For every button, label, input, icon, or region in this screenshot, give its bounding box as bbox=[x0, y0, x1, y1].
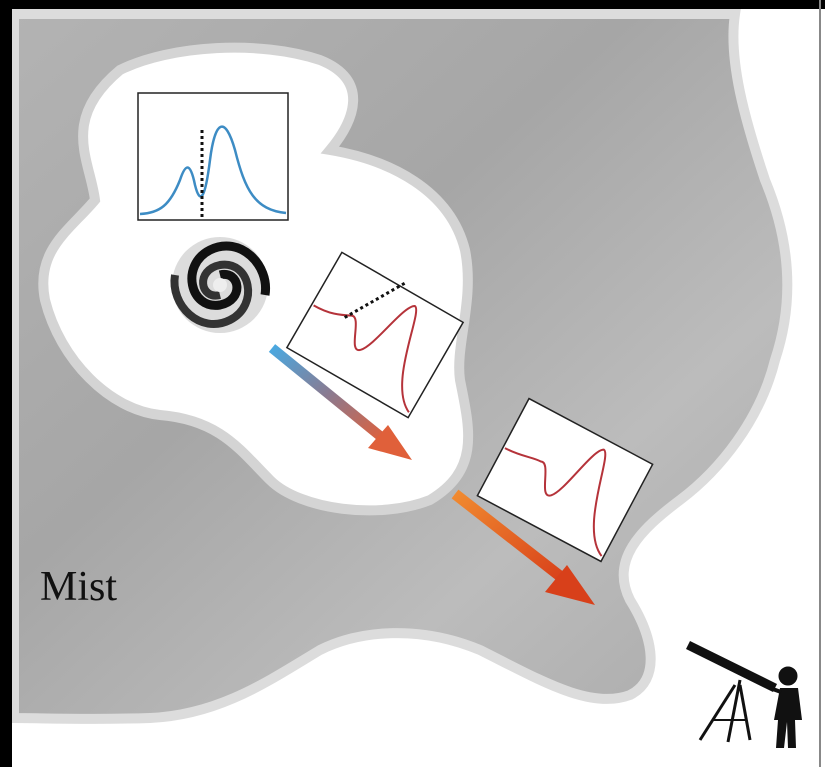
mist-label: Mist bbox=[40, 564, 117, 610]
frame-left bbox=[0, 0, 12, 767]
galaxy-core bbox=[213, 278, 227, 292]
illustration: Mist bbox=[0, 0, 825, 767]
frame-top bbox=[0, 0, 825, 9]
plot-frame bbox=[138, 93, 288, 220]
frame-right bbox=[819, 0, 821, 767]
galaxy bbox=[172, 237, 268, 333]
person-head bbox=[779, 667, 797, 685]
spectrum-plot bbox=[138, 93, 288, 220]
